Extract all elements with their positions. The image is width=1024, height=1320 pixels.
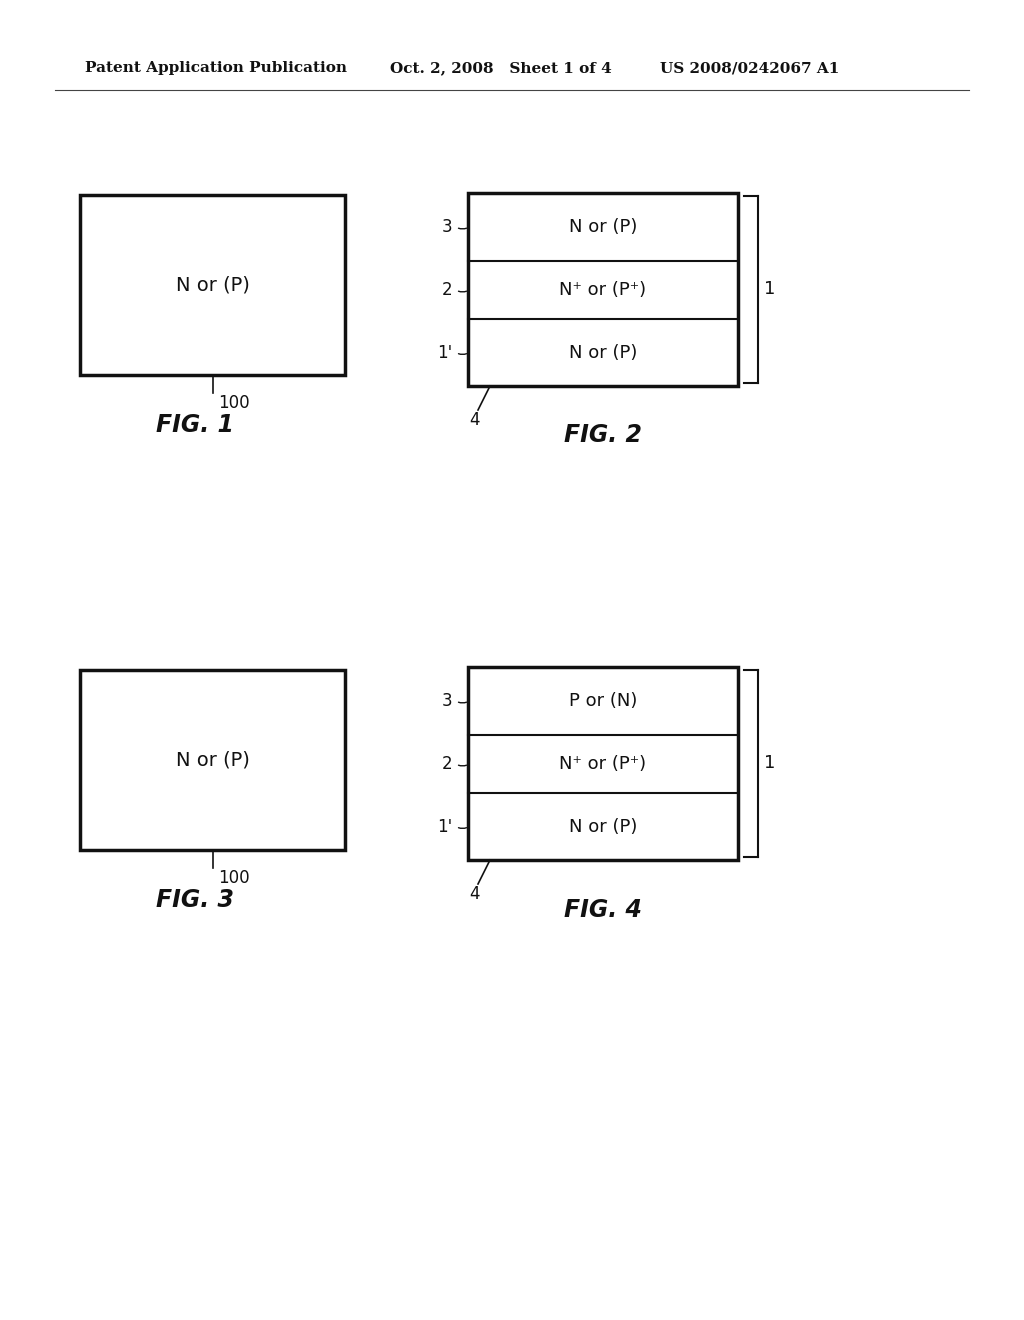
Text: 4: 4 [469, 884, 479, 903]
Text: N⁺ or (P⁺): N⁺ or (P⁺) [559, 281, 646, 300]
Text: FIG. 1: FIG. 1 [156, 413, 234, 437]
Text: Oct. 2, 2008   Sheet 1 of 4: Oct. 2, 2008 Sheet 1 of 4 [390, 61, 611, 75]
Text: P or (N): P or (N) [568, 692, 637, 710]
Text: FIG. 3: FIG. 3 [156, 888, 234, 912]
Text: 3: 3 [441, 218, 452, 236]
Text: N or (P): N or (P) [568, 817, 637, 836]
Text: 2: 2 [441, 281, 452, 300]
Bar [80, 195, 345, 375]
Bar [468, 667, 738, 861]
Text: 100: 100 [218, 869, 250, 887]
Bar [80, 671, 345, 850]
Text: 1': 1' [437, 343, 452, 362]
Text: N or (P): N or (P) [568, 218, 637, 236]
Text: N or (P): N or (P) [568, 343, 637, 362]
Text: N or (P): N or (P) [175, 751, 250, 770]
Text: FIG. 4: FIG. 4 [564, 898, 642, 921]
Text: 3: 3 [441, 692, 452, 710]
Text: 1: 1 [764, 281, 775, 298]
Bar [468, 193, 738, 385]
Text: 2: 2 [441, 755, 452, 774]
Text: N⁺ or (P⁺): N⁺ or (P⁺) [559, 755, 646, 774]
Text: 4: 4 [469, 411, 479, 429]
Text: US 2008/0242067 A1: US 2008/0242067 A1 [660, 61, 840, 75]
Text: 1': 1' [437, 817, 452, 836]
Text: 1: 1 [764, 755, 775, 772]
Text: Patent Application Publication: Patent Application Publication [85, 61, 347, 75]
Text: FIG. 2: FIG. 2 [564, 422, 642, 447]
Text: 100: 100 [218, 393, 250, 412]
Text: N or (P): N or (P) [175, 276, 250, 294]
